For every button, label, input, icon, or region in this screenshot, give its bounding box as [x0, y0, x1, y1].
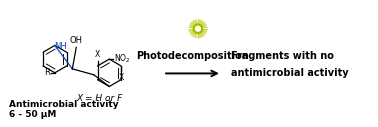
Text: X: X — [118, 73, 124, 82]
Circle shape — [195, 26, 200, 31]
Text: NO$_2$: NO$_2$ — [114, 53, 131, 65]
Text: NH: NH — [54, 42, 67, 51]
Circle shape — [193, 24, 203, 33]
Text: Fragments with no: Fragments with no — [231, 51, 334, 61]
Text: antimicrobial activity: antimicrobial activity — [231, 68, 349, 78]
Text: Photodecomposition: Photodecomposition — [136, 51, 249, 61]
Text: OH: OH — [70, 36, 83, 45]
Text: R: R — [44, 68, 50, 77]
Text: X = H or F: X = H or F — [76, 94, 123, 103]
Text: X: X — [95, 50, 100, 59]
Text: Antimicrobial activity: Antimicrobial activity — [9, 100, 119, 109]
Text: 6 - 50 μM: 6 - 50 μM — [9, 110, 57, 119]
